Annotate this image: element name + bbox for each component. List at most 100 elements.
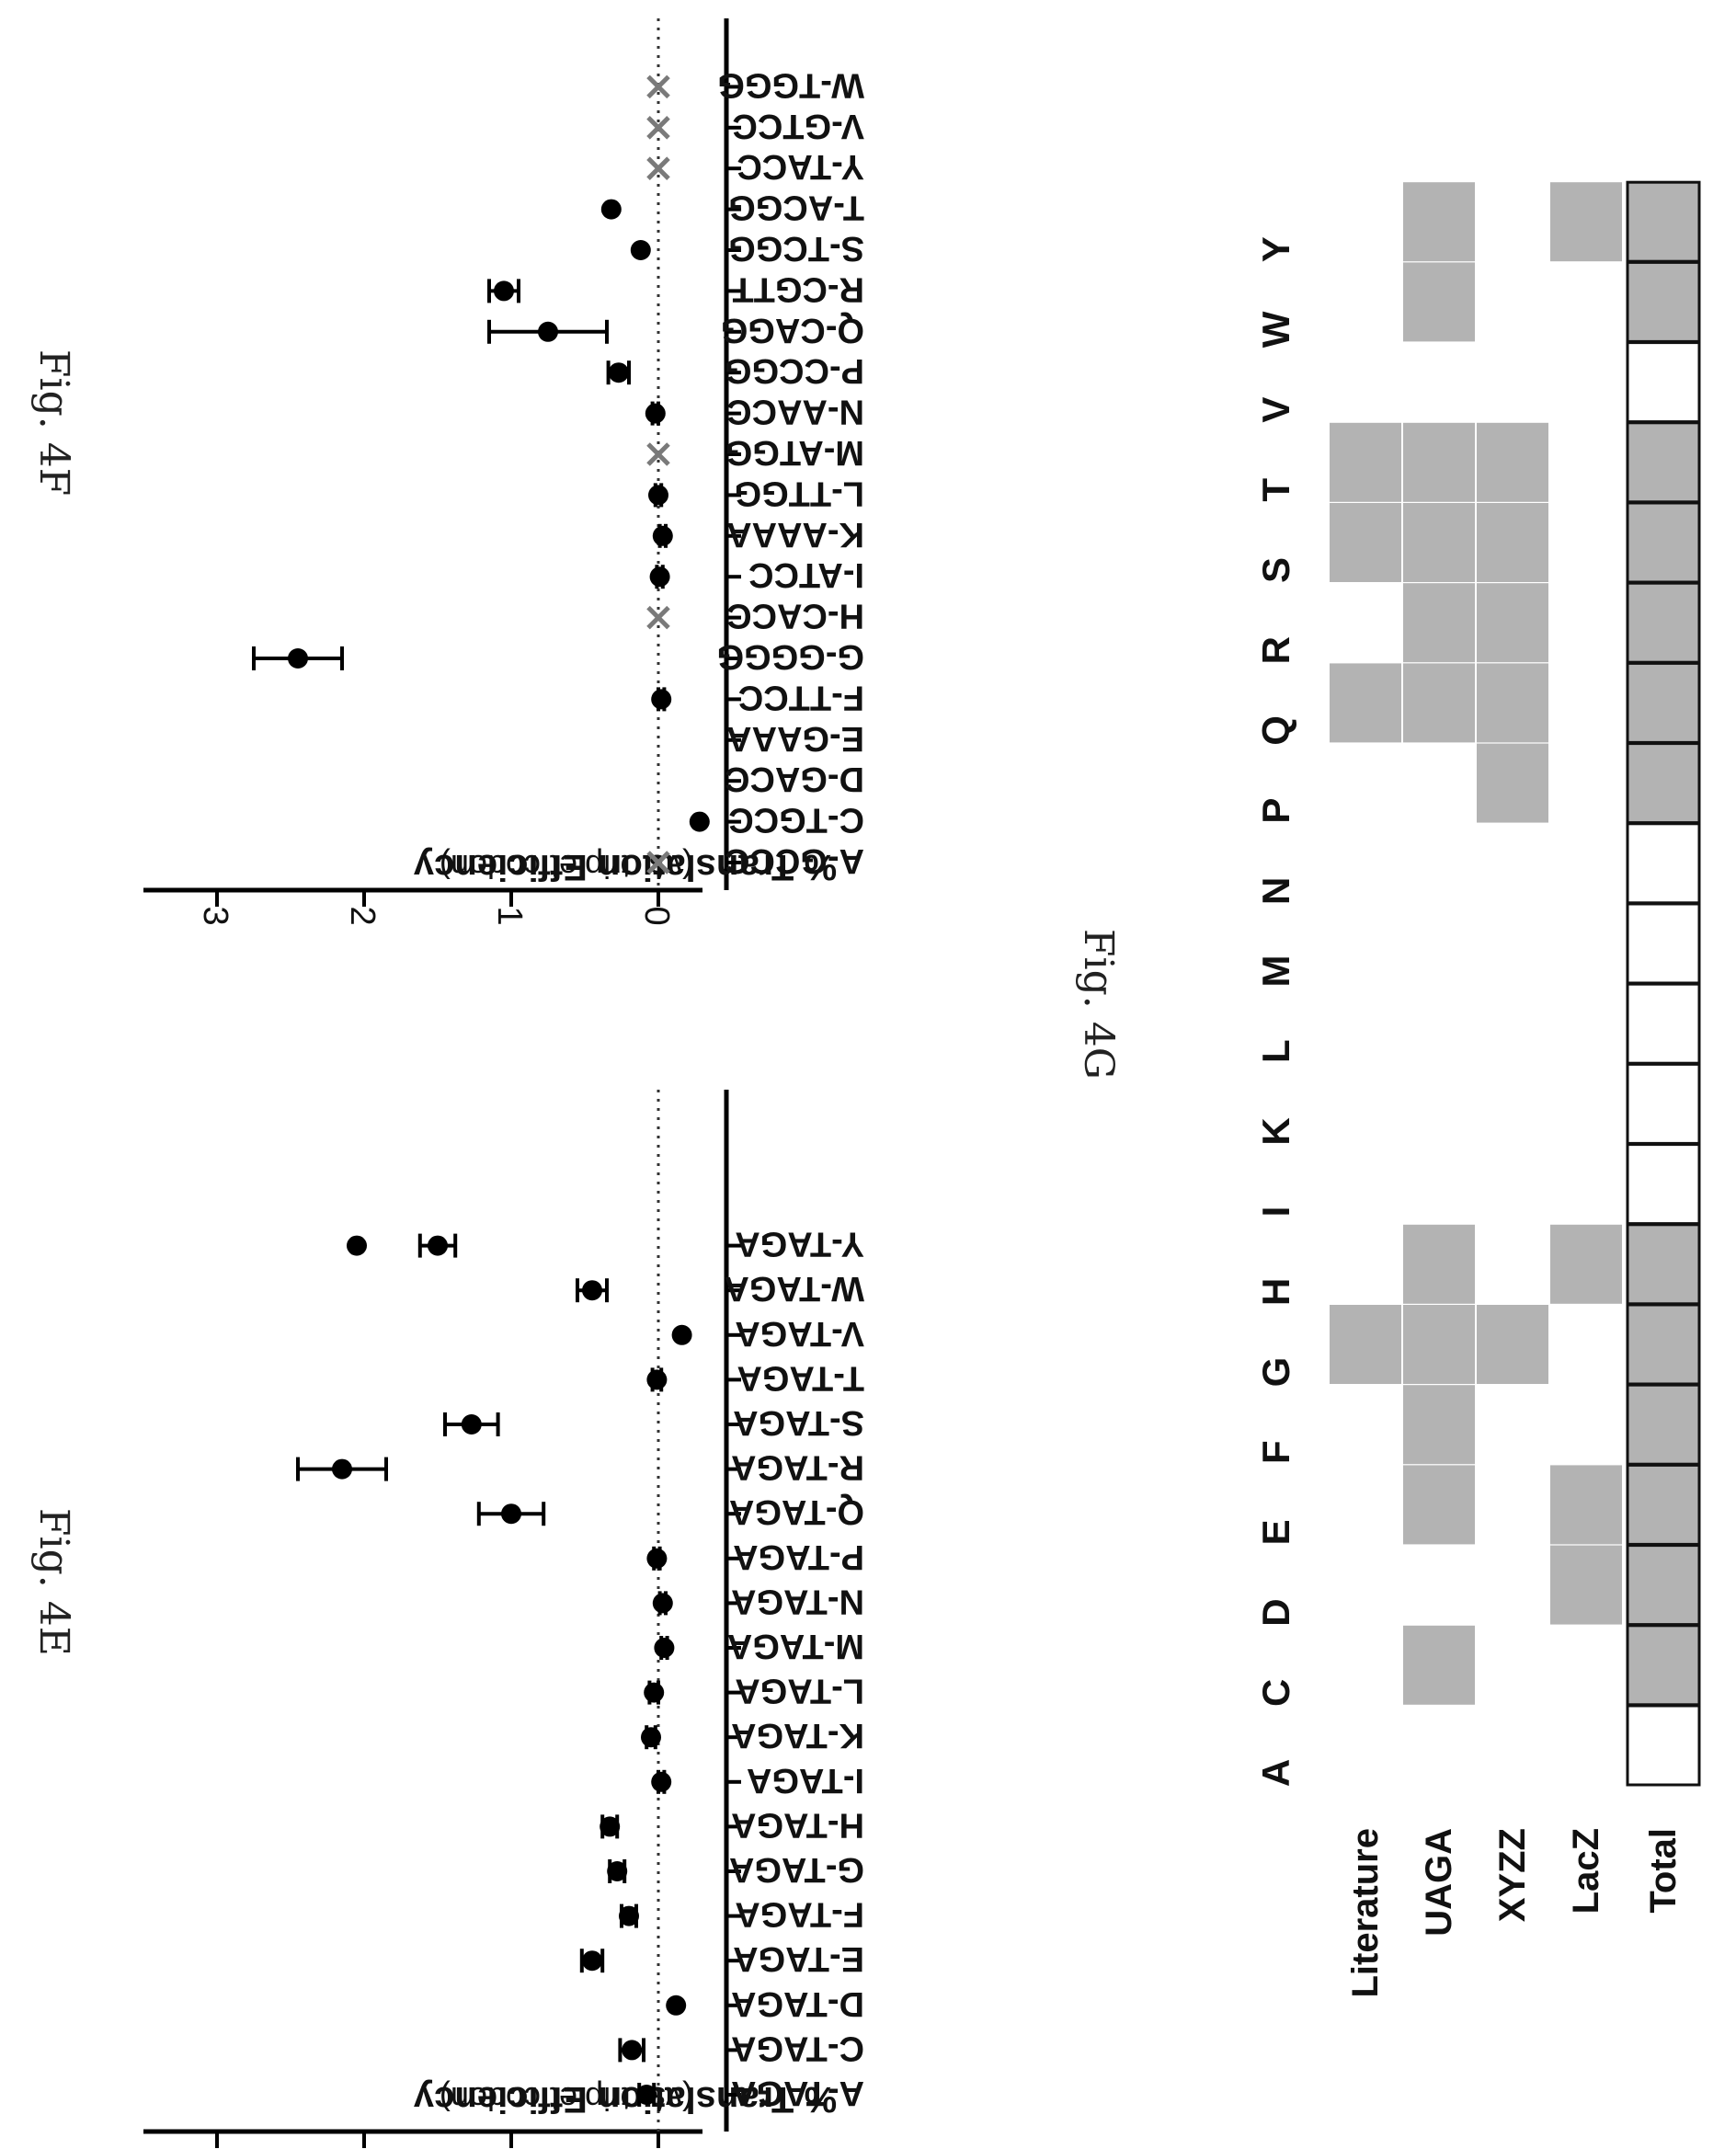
column-label: S	[1254, 557, 1297, 583]
category-label: P-CCGG	[725, 351, 864, 390]
heatmap-cell	[1626, 661, 1701, 744]
heatmap-cell	[1626, 822, 1701, 905]
heatmap-cell	[1550, 1224, 1622, 1304]
column-label: F	[1254, 1440, 1297, 1464]
category-label: H-CACC	[726, 597, 864, 635]
data-point	[648, 485, 668, 506]
data-point	[636, 2085, 657, 2105]
category-label: W-TGGG	[717, 65, 864, 104]
data-point	[630, 240, 651, 260]
category-label: Q-TAGA	[729, 1492, 864, 1531]
column-label: I	[1254, 1206, 1297, 1217]
column-label: G	[1254, 1357, 1297, 1388]
y-tick-label: 0	[637, 906, 676, 925]
heatmap-cell	[1330, 503, 1401, 582]
y-tick-label: 3	[196, 2147, 234, 2149]
category-label: D-GACC	[725, 760, 864, 798]
data-point-x	[646, 605, 670, 630]
column-label: E	[1254, 1519, 1297, 1545]
data-point	[652, 525, 673, 546]
heatmap-cell	[1477, 1305, 1548, 1384]
data-point	[538, 321, 558, 342]
heatmap-cell	[1403, 1224, 1475, 1304]
heatmap-cell	[1626, 1303, 1701, 1386]
heatmap-cell	[1403, 1305, 1475, 1384]
heatmap-cell	[1626, 902, 1701, 985]
category-label: S-TCGG	[728, 229, 864, 268]
category-label: A-TAGA	[731, 2074, 864, 2112]
column-label: H	[1254, 1278, 1297, 1306]
data-point	[689, 811, 710, 832]
data-point-x	[646, 851, 670, 874]
category-label: C-TAGA	[731, 2029, 864, 2067]
heatmap-cell	[1403, 503, 1475, 582]
heatmap-cell	[1626, 341, 1701, 424]
y-tick-label: 1	[490, 2147, 529, 2149]
category-label: V-GTCC	[732, 107, 864, 145]
heatmap-cell	[1477, 422, 1548, 502]
heatmap-cell	[1403, 1625, 1475, 1705]
column-label: K	[1254, 1117, 1297, 1145]
category-label: L-TAGA	[735, 1672, 864, 1710]
column-label: L	[1254, 1039, 1297, 1063]
heatmap-cell	[1403, 262, 1475, 342]
data-point	[347, 1235, 367, 1256]
category-label: I-ATCC	[748, 555, 864, 594]
category-label: C-TGCC	[728, 801, 864, 840]
heatmap-cell	[1477, 503, 1548, 582]
data-point	[607, 1861, 628, 1881]
heatmap-cell	[1626, 581, 1701, 664]
category-label: T-TAGA	[737, 1358, 864, 1397]
data-point	[671, 1324, 692, 1345]
y-tick-label: 2	[343, 906, 382, 925]
data-point	[288, 648, 308, 669]
category-label: A-GCCC	[725, 841, 864, 880]
category-label: N-TAGA	[731, 1582, 864, 1620]
data-point	[654, 1638, 675, 1658]
heatmap-cell	[1477, 663, 1548, 743]
category-label: W-TAGA	[724, 1269, 864, 1308]
heatmap-cell	[1626, 1383, 1701, 1466]
heatmap-cell	[1330, 663, 1401, 743]
column-label: Y	[1254, 236, 1297, 262]
row-label: XYZZ	[1492, 1828, 1533, 1922]
heatmap-cell	[1626, 501, 1701, 584]
column-label: V	[1254, 397, 1297, 423]
category-label: K-TAGA	[731, 1716, 864, 1755]
heatmap-cell	[1550, 1545, 1622, 1625]
y-tick-label: 1	[490, 906, 529, 925]
y-tick-label: 0	[637, 2147, 676, 2149]
column-label: D	[1254, 1598, 1297, 1626]
heatmap-cell	[1626, 1223, 1701, 1306]
category-label: Q-CAGG	[721, 311, 864, 349]
heatmap-cell	[1330, 1305, 1401, 1384]
data-point	[582, 1280, 602, 1301]
category-label: H-TAGA	[731, 1805, 864, 1844]
y-axis-label: % Translation Efficiency	[413, 847, 837, 887]
category-label: F-TAGA	[735, 1895, 864, 1934]
category-label: L-TTGG	[735, 474, 864, 512]
fig-4g-label: Fig. 4G	[1075, 929, 1122, 1080]
heatmap-cell	[1626, 1143, 1701, 1226]
data-point	[600, 1816, 621, 1837]
heatmap-cell	[1626, 1704, 1701, 1787]
row-label: LacZ	[1566, 1828, 1606, 1914]
heatmap-cell	[1550, 182, 1622, 262]
category-label: M-ATGG	[725, 433, 864, 472]
row-label: Total	[1643, 1828, 1684, 1914]
heatmap-cell	[1626, 1624, 1701, 1707]
heatmap-cell	[1477, 583, 1548, 663]
category-label: V-TAGA	[735, 1314, 864, 1353]
data-point	[645, 403, 666, 424]
data-point	[501, 1503, 521, 1525]
category-label: Y-TAGA	[735, 1225, 864, 1263]
fig-4f-label: Fig. 4F	[30, 349, 77, 496]
data-point	[649, 566, 670, 588]
category-label: N-AACC	[726, 393, 864, 431]
column-label: M	[1254, 955, 1297, 988]
category-label: G-GGGG	[717, 637, 864, 676]
row-label: UAGA	[1419, 1828, 1459, 1937]
